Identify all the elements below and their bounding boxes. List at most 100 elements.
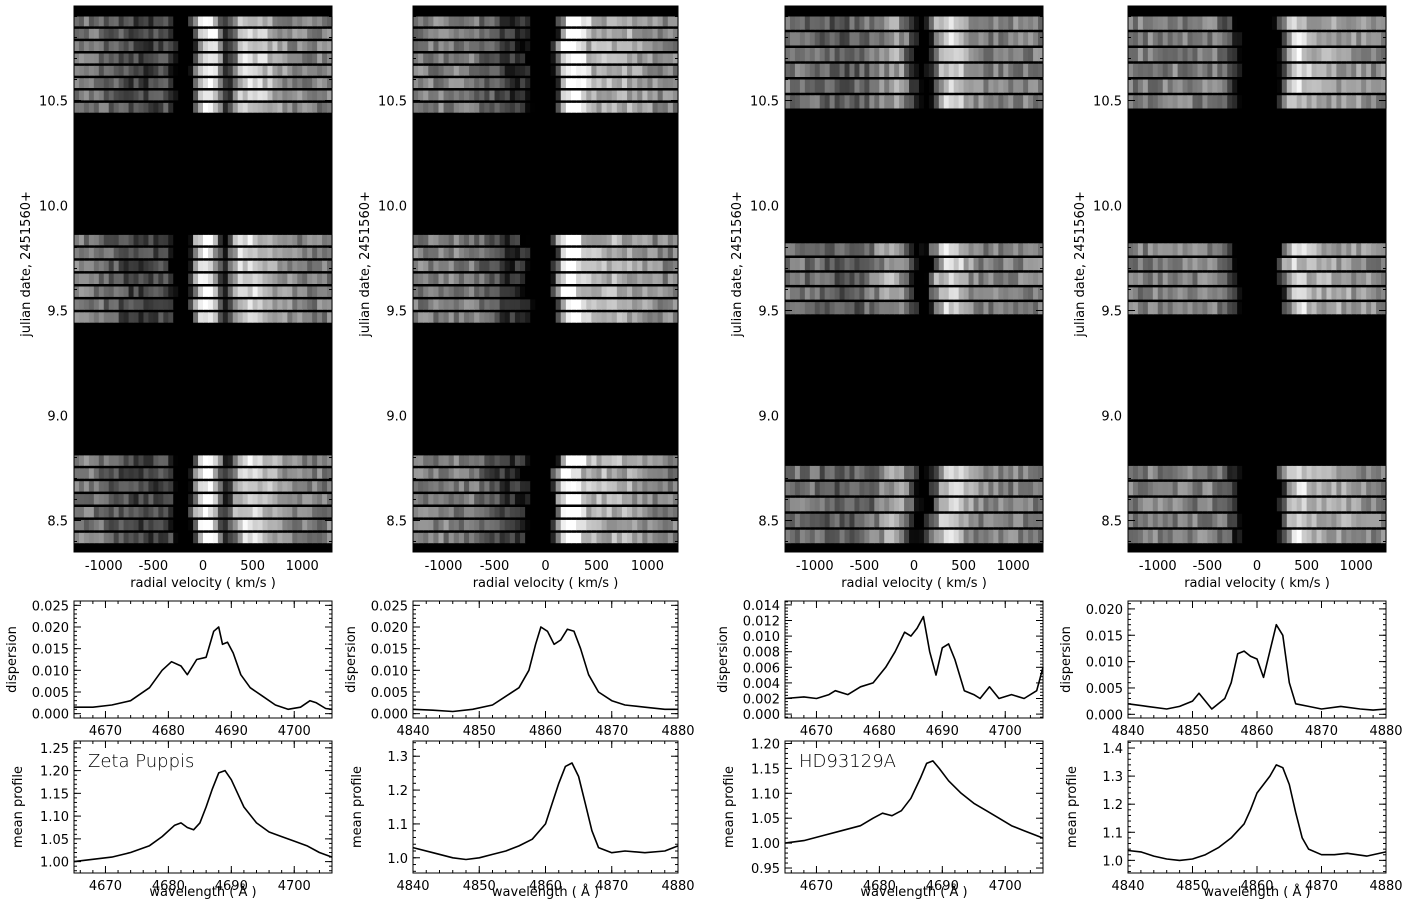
strip-cell — [282, 312, 288, 323]
strip-cell — [153, 102, 159, 113]
strip-cell — [789, 513, 796, 528]
strip-cell — [894, 48, 900, 62]
strip-cell — [928, 497, 935, 512]
strip-cell — [884, 32, 890, 46]
strip-cell — [494, 494, 501, 505]
strip-cell — [616, 468, 623, 479]
strip-cell — [1192, 465, 1199, 480]
strip-cell — [1326, 302, 1333, 315]
strip-cell — [637, 28, 643, 39]
strip-cell — [1033, 243, 1039, 256]
strip-cell — [1261, 287, 1268, 300]
strip-cell — [968, 48, 975, 62]
strip-cell — [938, 258, 945, 271]
strip-cell — [672, 260, 679, 272]
strip-cell — [933, 481, 940, 496]
strip-cell — [499, 468, 506, 479]
strip-cell — [222, 28, 229, 39]
strip-cell — [535, 247, 542, 259]
strip-cell — [804, 272, 811, 285]
strip-cell — [545, 260, 552, 272]
strip-cell — [474, 273, 480, 284]
strip-cell — [118, 90, 125, 101]
strip-cell — [525, 455, 531, 466]
strip-cell — [637, 247, 643, 259]
strip-cell — [1152, 258, 1159, 271]
strip-cell — [74, 519, 80, 531]
strip-cell — [453, 312, 460, 323]
strip-cell — [1182, 481, 1189, 496]
strip-cell — [637, 65, 643, 76]
strip-cell — [322, 299, 328, 310]
strip-cell — [918, 481, 925, 496]
strip-cell — [148, 494, 154, 505]
strip-cell — [232, 65, 239, 76]
strip-cell — [413, 102, 419, 113]
strip-cell — [1142, 497, 1149, 512]
strip-cell — [423, 455, 429, 466]
strip-cell — [789, 95, 796, 109]
strip-cell — [611, 299, 618, 310]
strip-cell — [484, 481, 491, 492]
strip-cell — [545, 455, 552, 466]
strip-cell — [601, 28, 608, 39]
strip-cell — [438, 299, 445, 310]
strip-cell — [535, 78, 542, 89]
spectrum-strip — [413, 78, 679, 89]
strip-cell — [1212, 287, 1218, 300]
strip-cell — [1222, 287, 1228, 300]
strip-cell — [123, 16, 130, 27]
strip-cell — [168, 312, 174, 323]
strip-cell — [88, 53, 95, 64]
strip-cell — [647, 78, 654, 89]
strip-cell — [469, 65, 475, 76]
strip-cell — [193, 286, 199, 297]
strip-cell — [869, 48, 875, 62]
strip-cell — [287, 16, 293, 27]
strip-cell — [312, 455, 318, 466]
strip-cell — [1291, 302, 1298, 315]
strip-cell — [1351, 16, 1357, 30]
strip-cell — [317, 286, 323, 297]
strip-cell — [479, 273, 485, 284]
strip-cell — [183, 65, 189, 76]
strip-cell — [262, 299, 269, 310]
strip-cell — [203, 507, 209, 518]
strip-cell — [560, 519, 567, 531]
spectrum-strip — [413, 286, 679, 297]
strip-cell — [933, 497, 940, 512]
strip-cell — [1331, 272, 1337, 285]
strip-cell — [1242, 243, 1248, 256]
strip-cell — [637, 90, 643, 101]
strip-cell — [864, 287, 870, 300]
strip-cell — [242, 532, 249, 544]
spectrum-strip — [413, 299, 679, 310]
strip-cell — [978, 302, 985, 315]
strip-cell — [899, 32, 905, 46]
y-tick-label: 10.0 — [39, 200, 68, 215]
strip-cell — [555, 78, 562, 89]
strip-cell — [474, 234, 480, 246]
strip-cell — [1192, 272, 1199, 285]
strip-cell — [83, 286, 90, 297]
strip-cell — [433, 247, 440, 259]
strip-cell — [874, 16, 880, 30]
strip-cell — [963, 287, 970, 300]
strip-cell — [1311, 465, 1318, 480]
strip-cell — [158, 273, 164, 284]
strip-cell — [953, 497, 960, 512]
strip-cell — [859, 529, 865, 544]
strip-cell — [854, 95, 861, 109]
strip-cell — [1152, 513, 1159, 528]
strip-cell — [627, 247, 633, 259]
strip-cell — [616, 507, 623, 518]
strip-cell — [963, 465, 970, 480]
strip-cell — [1202, 497, 1208, 512]
strip-cell — [173, 41, 179, 52]
strip-cell — [988, 497, 994, 512]
strip-cell — [153, 519, 159, 531]
strip-cell — [509, 494, 516, 505]
strip-cell — [327, 16, 333, 27]
strip-cell — [616, 532, 623, 544]
spectrum-strip — [74, 65, 333, 76]
